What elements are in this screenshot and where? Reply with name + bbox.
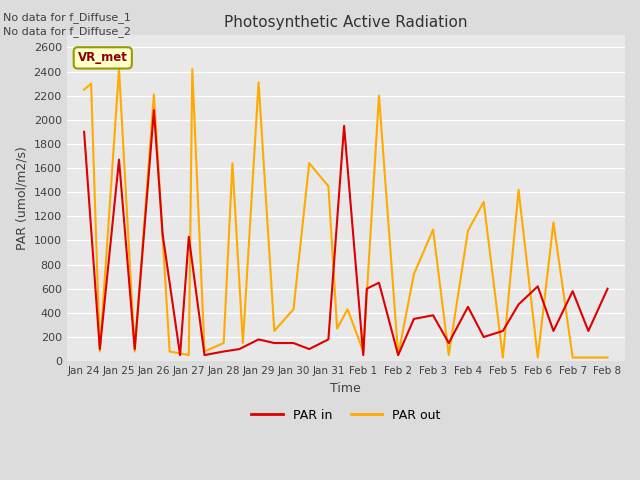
- Legend: PAR in, PAR out: PAR in, PAR out: [246, 404, 445, 427]
- Text: No data for f_Diffuse_1: No data for f_Diffuse_1: [3, 12, 131, 23]
- Title: Photosynthetic Active Radiation: Photosynthetic Active Radiation: [224, 15, 468, 30]
- X-axis label: Time: Time: [330, 382, 361, 395]
- Text: No data for f_Diffuse_2: No data for f_Diffuse_2: [3, 26, 131, 37]
- Y-axis label: PAR (umol/m2/s): PAR (umol/m2/s): [15, 146, 28, 250]
- Text: VR_met: VR_met: [78, 51, 128, 64]
